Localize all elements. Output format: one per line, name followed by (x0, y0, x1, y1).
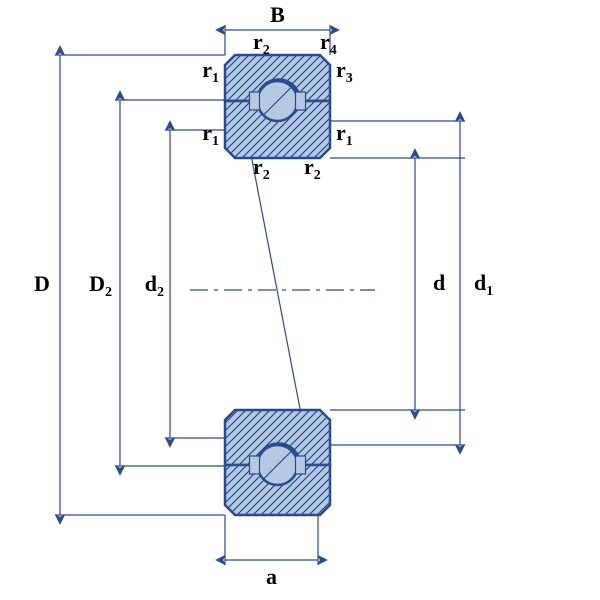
svg-text:d1: d1 (474, 270, 493, 299)
svg-text:D2: D2 (89, 271, 112, 300)
svg-text:a: a (266, 564, 277, 589)
svg-text:r1: r1 (202, 57, 219, 86)
svg-text:B: B (270, 2, 285, 27)
svg-text:r2: r2 (253, 29, 270, 58)
svg-text:r4: r4 (320, 29, 337, 58)
bearing-cross-section-diagram: BaDD2d2dd1r2r4r1r3r1r1r2r2 (0, 0, 600, 600)
svg-text:d: d (433, 270, 445, 295)
svg-text:D: D (34, 271, 50, 296)
svg-text:r1: r1 (336, 120, 353, 149)
svg-text:r1: r1 (202, 120, 219, 149)
svg-text:r3: r3 (336, 57, 353, 86)
svg-text:d2: d2 (145, 271, 164, 300)
